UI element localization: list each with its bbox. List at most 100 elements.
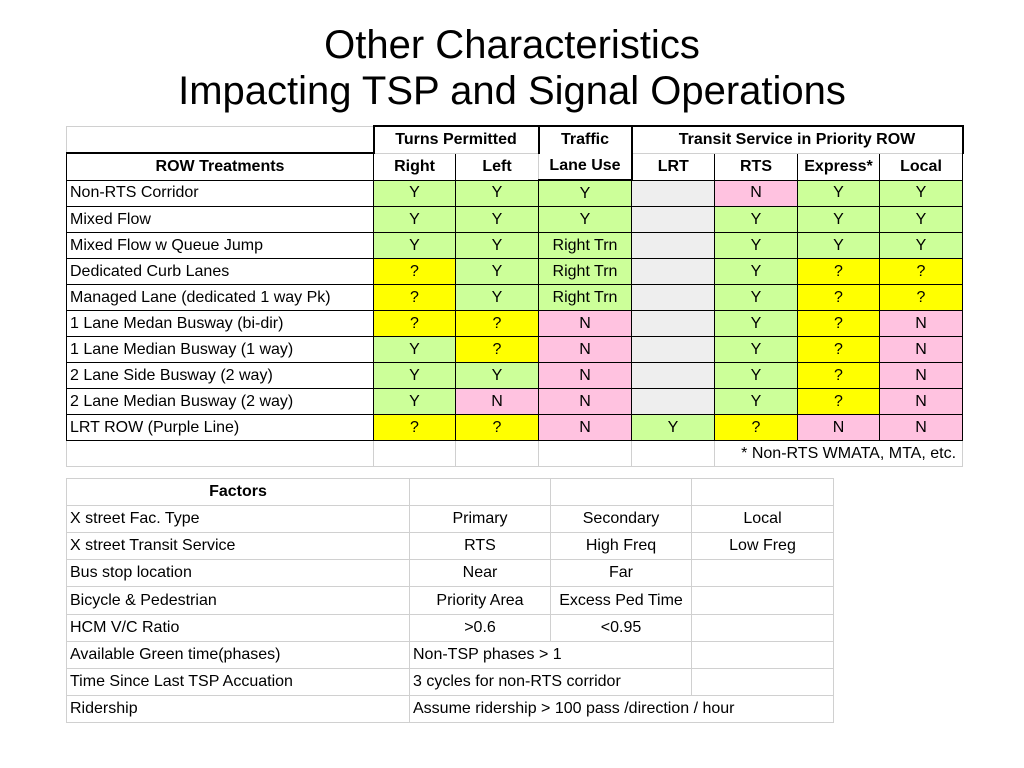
value-cell: Right Trn [538, 284, 632, 311]
value-cell [631, 232, 715, 259]
factor-label: Available Green time(phases) [66, 641, 410, 669]
row-label: Mixed Flow w Queue Jump [66, 232, 374, 259]
factors-header-row: Factors [66, 478, 834, 506]
factor-value [691, 586, 834, 615]
factor-label: HCM V/C Ratio [66, 614, 410, 642]
value-cell: Right Trn [538, 232, 632, 259]
factor-label: X street Fac. Type [66, 505, 410, 533]
value-cell: Y [455, 179, 539, 207]
value-cell: Y [797, 232, 880, 259]
factor-value: >0.6 [409, 614, 551, 642]
row-label: LRT ROW (Purple Line) [66, 414, 374, 441]
value-cell: N [878, 414, 964, 441]
factor-label: Ridership [66, 695, 410, 723]
value-cell: N [538, 362, 632, 389]
empty-cell [409, 478, 551, 506]
row-label: Managed Lane (dedicated 1 way Pk) [66, 284, 374, 311]
value-cell: ? [373, 310, 456, 337]
value-cell: N [538, 388, 632, 415]
factor-label: Bicycle & Pedestrian [66, 586, 410, 615]
value-cell: ? [878, 258, 964, 285]
factor-row: Bus stop location Near Far [66, 559, 834, 587]
factor-row: Bicycle & Pedestrian Priority Area Excess … [66, 586, 834, 615]
value-cell [631, 310, 715, 337]
value-cell: ? [797, 310, 880, 337]
row-label: Non-RTS Corridor [66, 179, 374, 207]
transit-service-header: Transit Service in Priority ROW [630, 125, 964, 154]
value-cell: Y [373, 336, 456, 363]
table-row: LRT ROW (Purple Line)?? N Y? N N [66, 414, 964, 441]
factor-label: X street Transit Service [66, 532, 410, 560]
footnote-row: * Non-RTS WMATA, MTA, etc. [66, 440, 964, 467]
value-cell: Y [455, 362, 539, 389]
value-cell [631, 206, 715, 233]
slide-title-line-1: Other Characteristics [324, 23, 700, 67]
slide-title-line-2: Impacting TSP and Signal Operations [178, 69, 846, 113]
value-cell: Y [538, 206, 632, 233]
express-header: Express* [797, 152, 880, 181]
traffic-line-2: Lane Use [549, 157, 621, 174]
empty-cell [550, 478, 692, 506]
value-cell: Y [455, 258, 539, 285]
value-cell [631, 284, 715, 311]
rts-header: RTS [714, 152, 798, 181]
table-row: 2 Lane Side Busway (2 way) Y Y N Y? N [66, 362, 964, 389]
value-cell: N [538, 414, 632, 441]
traffic-lane-use-header: Traffic Lane Use [538, 125, 633, 181]
value-cell: ? [455, 414, 539, 441]
lrt-header: LRT [631, 152, 715, 181]
factors-table: Factors X street Fac. Type Primary Secondar… [66, 478, 834, 723]
factor-span-value: 3 cycles for non-RTS corridor [409, 668, 692, 696]
row-label: Mixed Flow [66, 206, 374, 233]
value-cell: Y [455, 206, 539, 233]
row-label: 2 Lane Median Busway (2 way) [66, 388, 374, 415]
factor-value: Local [691, 505, 834, 533]
value-cell: Y [714, 336, 798, 363]
factor-value: Primary [409, 505, 551, 533]
factor-value: Priority Area [409, 586, 551, 615]
row-label: Dedicated Curb Lanes [66, 258, 374, 285]
factor-value: RTS [409, 532, 551, 560]
factor-label: Time Since Last TSP Accuation [66, 668, 410, 696]
value-cell: N [878, 362, 964, 389]
value-cell: Y [373, 232, 456, 259]
value-cell: ? [373, 284, 456, 311]
value-cell: Y [878, 206, 964, 233]
value-cell: Y [878, 232, 964, 259]
value-cell: ? [455, 310, 539, 337]
right-header: Right [373, 152, 456, 181]
value-cell: ? [455, 336, 539, 363]
value-cell: ? [878, 284, 964, 311]
factor-value: <0.95 [550, 614, 692, 642]
factor-value: Excess Ped Time [550, 586, 692, 615]
table-row: 1 Lane Medan Busway (bi-dir)?? N Y? N [66, 310, 964, 337]
empty-cell [691, 641, 834, 669]
value-cell: Y [714, 310, 798, 337]
value-cell: N [714, 179, 798, 207]
factor-value: Low Freg [691, 532, 834, 560]
row-label: 1 Lane Median Busway (1 way) [66, 336, 374, 363]
value-cell [631, 336, 715, 363]
value-cell: Y [797, 179, 880, 207]
local-header: Local [878, 152, 964, 181]
value-cell: Y [878, 179, 964, 207]
factor-value: Secondary [550, 505, 692, 533]
table-row: Mixed Flow w Queue Jump Y Y Right Trn Y Y Y [66, 232, 964, 259]
value-cell: ? [797, 258, 880, 285]
empty-cell [373, 440, 456, 467]
factor-row: X street Transit Service RTS High Freq Low … [66, 532, 834, 560]
value-cell: ? [797, 336, 880, 363]
value-cell: N [878, 310, 964, 337]
table-row: Managed Lane (dedicated 1 way Pk)? Y Right… [66, 284, 964, 311]
table-row: 1 Lane Median Busway (1 way) Y? N Y? N [66, 336, 964, 363]
value-cell [631, 362, 715, 389]
value-cell: N [797, 414, 880, 441]
turns-permitted-header: Turns Permitted [372, 125, 540, 154]
empty-cell [538, 440, 632, 467]
left-header: Left [455, 152, 539, 181]
factor-row: Available Green time(phases) Non-TSP phas… [66, 641, 834, 669]
row-treatments-header: ROW Treatments [66, 152, 374, 181]
value-cell: ? [797, 284, 880, 311]
value-cell: Y [373, 362, 456, 389]
value-cell: Y [538, 179, 632, 207]
